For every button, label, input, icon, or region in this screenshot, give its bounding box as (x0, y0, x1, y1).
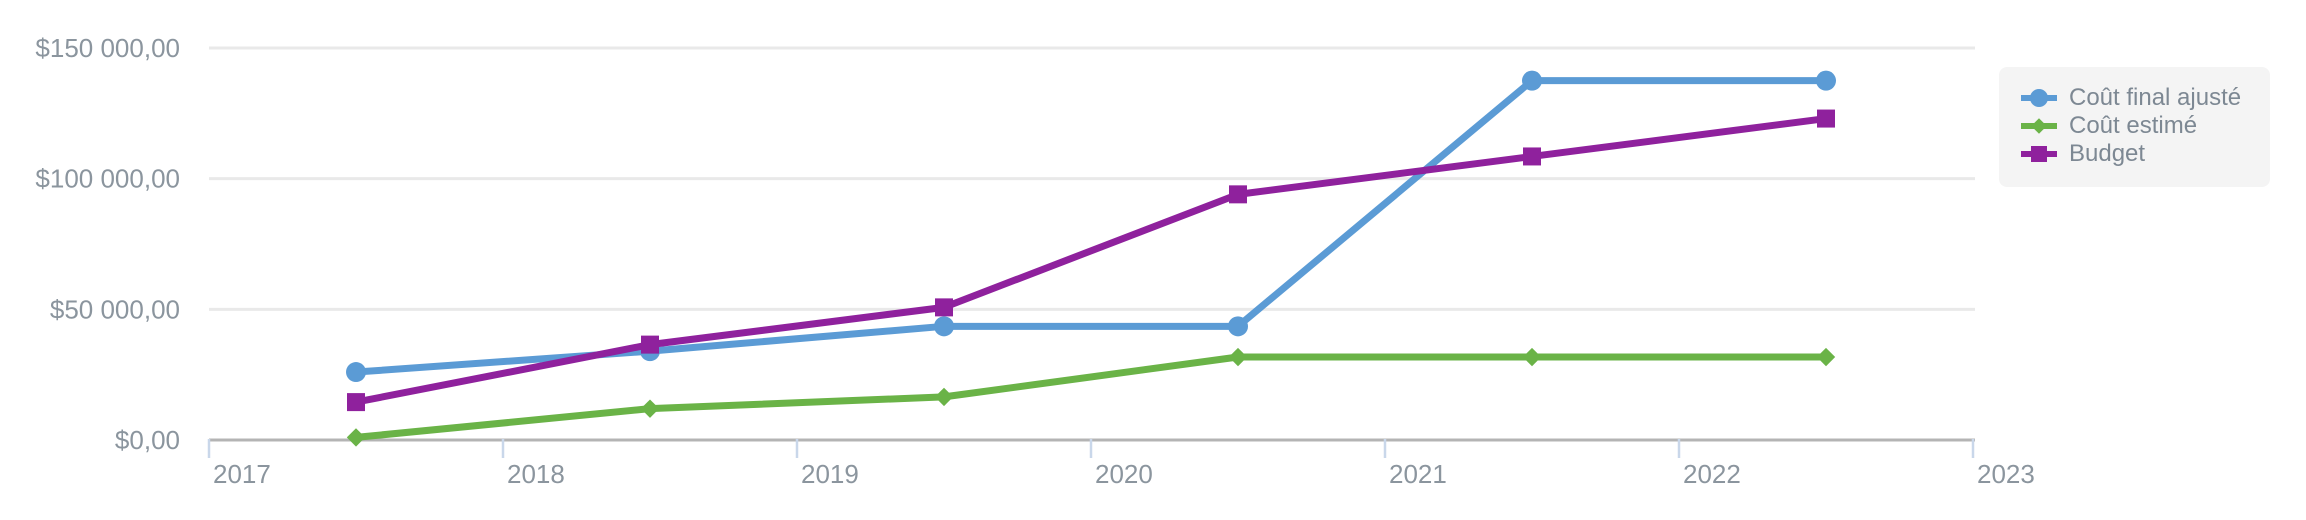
legend-label: Budget (2069, 140, 2146, 167)
series-line-circle (352, 77, 1830, 376)
x-axis-label: 2017 (213, 459, 271, 489)
legend-item-diamond[interactable]: Coût estimé (2021, 112, 2260, 140)
data-point-diamond[interactable] (934, 387, 954, 407)
data-point-diamond[interactable] (640, 399, 660, 418)
square-marker-icon (2021, 146, 2057, 162)
x-axis-label: 2019 (801, 459, 859, 489)
y-axis-label: $150 000,00 (35, 33, 180, 63)
data-point-square[interactable] (935, 298, 953, 317)
data-point-diamond[interactable] (1816, 347, 1836, 367)
circle-marker-icon (2021, 89, 2057, 107)
legend-label: Coût final ajusté (2069, 84, 2242, 111)
series-line-square (352, 115, 1830, 406)
legend-item-circle[interactable]: Coût final ajusté (2021, 84, 2260, 112)
data-point-square[interactable] (1229, 185, 1247, 204)
data-point-circle[interactable] (1522, 70, 1542, 91)
series-line-diamond (352, 353, 1830, 441)
data-point-circle[interactable] (934, 316, 954, 337)
x-axis-label: 2020 (1095, 459, 1153, 489)
data-point-square[interactable] (1523, 147, 1541, 166)
data-point-square[interactable] (1817, 109, 1835, 128)
data-point-diamond[interactable] (346, 428, 366, 447)
x-axis-label: 2023 (1977, 459, 2035, 489)
legend-label: Coût estimé (2069, 112, 2198, 139)
x-axis-label: 2022 (1683, 459, 1741, 489)
diamond-marker-icon (2021, 118, 2057, 134)
legend-item-square[interactable]: Budget (2021, 140, 2260, 168)
x-axis-label: 2018 (507, 459, 565, 489)
data-point-diamond[interactable] (1228, 347, 1248, 367)
y-axis-label: $50 000,00 (50, 294, 180, 324)
data-point-square[interactable] (347, 393, 365, 412)
legend: Coût final ajusté Coût estimé Budget (1999, 67, 2270, 187)
y-axis-label: $100 000,00 (35, 164, 180, 194)
data-point-circle[interactable] (1228, 316, 1248, 337)
data-point-square[interactable] (641, 335, 659, 354)
data-point-circle[interactable] (346, 362, 366, 383)
data-point-diamond[interactable] (1522, 347, 1542, 367)
data-point-circle[interactable] (1816, 70, 1836, 91)
y-axis-label: $0,00 (115, 425, 180, 455)
x-axis-label: 2021 (1389, 459, 1447, 489)
